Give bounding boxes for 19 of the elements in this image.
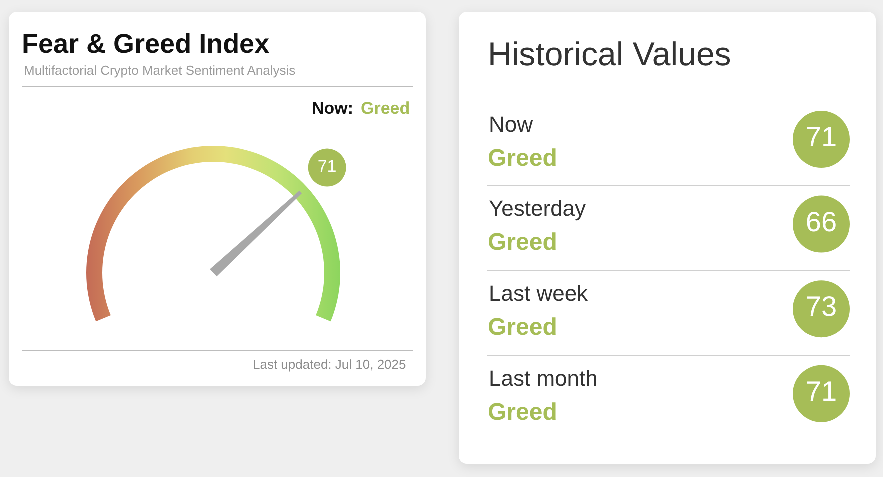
text: Greed xyxy=(488,145,558,172)
category-label: Now xyxy=(489,112,534,137)
category-label: Yesterday xyxy=(489,196,586,221)
data-label: 71 xyxy=(806,376,838,407)
category-label: Last month xyxy=(489,366,598,391)
text: Historical Values xyxy=(488,36,732,73)
text: Multifactorial Crypto Market Sentiment Analysis xyxy=(24,63,296,78)
data-label: 71 xyxy=(806,122,838,152)
text: Greed xyxy=(488,229,558,256)
data-label: 73 xyxy=(806,291,838,322)
text: Fear & Greed Index xyxy=(22,28,270,59)
text: Greed xyxy=(488,399,558,426)
text: Last updated: Jul 10, 2025 xyxy=(253,357,406,372)
data-label: 66 xyxy=(806,206,838,238)
category-label: Last week xyxy=(489,281,590,306)
text: Greed xyxy=(361,99,410,118)
text: Greed xyxy=(488,314,558,341)
data-label: 71 xyxy=(318,157,337,176)
text: Now: xyxy=(312,99,354,118)
